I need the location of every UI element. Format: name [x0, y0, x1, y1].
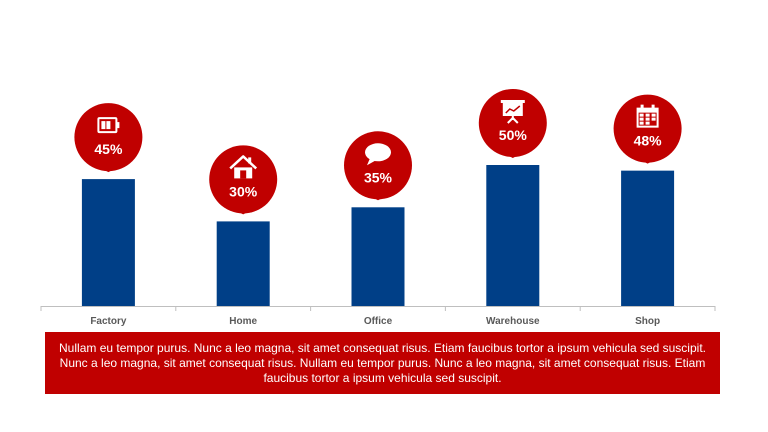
caption-text: Nullam eu tempor purus. Nunc a leo magna…: [59, 340, 706, 385]
value-label: 35%: [364, 169, 393, 185]
value-label: 48%: [634, 133, 663, 149]
calendar-icon: [636, 104, 659, 128]
value-label: 45%: [94, 141, 123, 157]
bar-factory: [81, 179, 135, 306]
marker-home: 30%: [209, 145, 278, 215]
marker-pointer: [370, 196, 386, 201]
marker-circle: [478, 89, 547, 157]
marker-warehouse: 50%: [478, 89, 547, 158]
x-tick-label: Office: [364, 316, 393, 327]
marker-pointer: [100, 168, 117, 173]
x-tick-label: Shop: [635, 316, 660, 327]
marker-office: 35%: [344, 131, 412, 201]
caption-banner: Nullam eu tempor purus. Nunc a leo magna…: [45, 332, 720, 394]
marker-shop: 48%: [613, 94, 682, 164]
marker-circle: [209, 145, 278, 214]
value-label: 30%: [229, 183, 258, 199]
marker-pointer: [639, 159, 656, 164]
bar-shop: [621, 170, 675, 306]
x-tick-label: Warehouse: [486, 316, 540, 327]
bar-warehouse: [486, 165, 540, 306]
marker-circle: [74, 103, 143, 172]
marker-factory: 45%: [74, 103, 143, 173]
value-label: 50%: [499, 127, 528, 143]
marker-circle: [344, 131, 412, 200]
bar-home: [216, 221, 270, 306]
marker-pointer: [504, 154, 521, 158]
marker-pointer: [235, 210, 252, 215]
x-tick-label: Home: [229, 316, 257, 327]
marker-circle: [613, 94, 682, 163]
x-tick-label: Factory: [90, 316, 127, 327]
bar-office: [351, 207, 405, 306]
